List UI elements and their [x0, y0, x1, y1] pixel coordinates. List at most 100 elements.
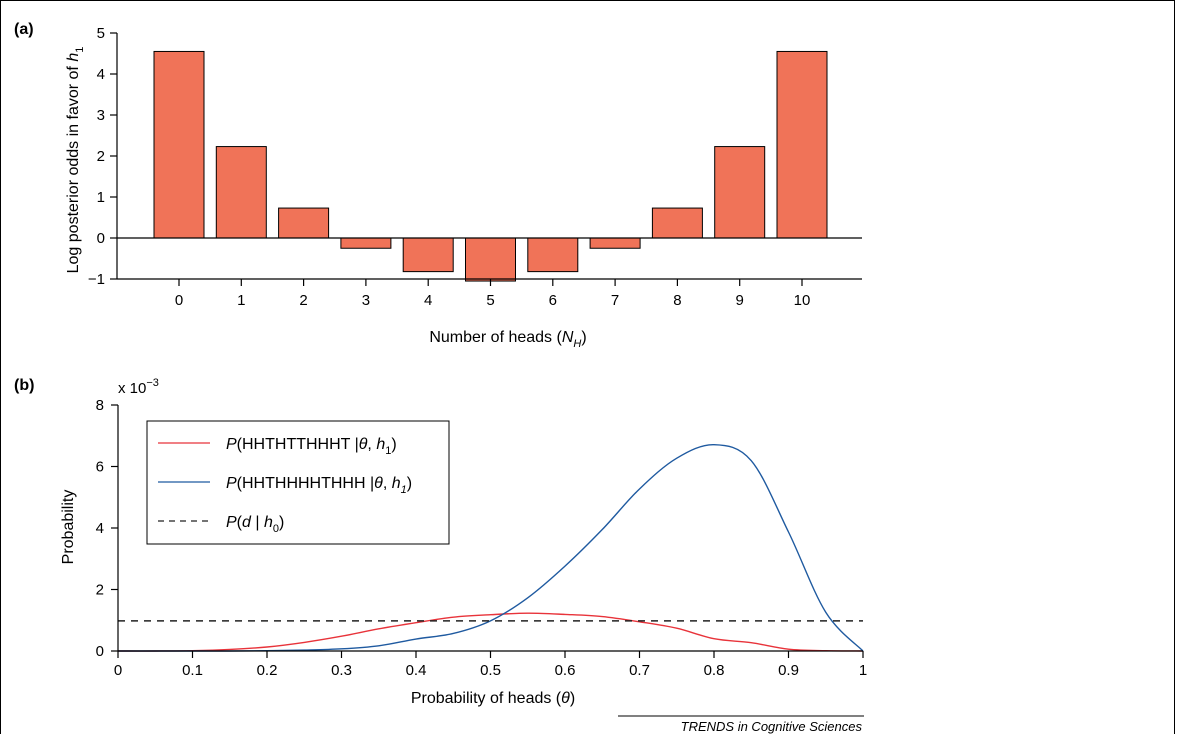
x-tick-label: 0.5: [480, 662, 501, 679]
x-axis-ticks: 0 1 2 3 4 5 6 7 8 9 10: [175, 279, 811, 309]
x-tick-label: 7: [611, 292, 619, 309]
y-scale-note: x 10−3: [118, 377, 159, 397]
y-tick-label: 0: [97, 230, 105, 247]
x-axis-label-italic: θ: [561, 690, 570, 707]
legend-entry-blue: P(HHTHHHHTHHH |θ, h1): [226, 475, 412, 496]
x-tick-label: 0.7: [629, 662, 650, 679]
y-tick-label: 4: [96, 520, 104, 537]
bar-5: [465, 237, 516, 282]
x-tick-label: 5: [486, 292, 494, 309]
legend-red-seq: (HHTHTTHHHT |: [237, 436, 359, 453]
y-tick-label: 6: [96, 459, 104, 476]
y-axis-label-sub: 1: [74, 47, 86, 53]
legend-entry-dashed: P(d | h0): [226, 514, 284, 535]
bar-group: [153, 50, 828, 282]
legend-blue-comma: ,: [383, 475, 392, 492]
curve-hhththhht: [117, 612, 864, 652]
bar-1: [215, 146, 267, 239]
y-scale-base: x 10: [118, 380, 146, 397]
x-tick-label: 6: [549, 292, 557, 309]
x-tick-label: 0.3: [331, 662, 352, 679]
x-tick-label: 1: [859, 662, 867, 679]
y-axis-label-italic: h: [65, 53, 82, 62]
legend: P(HHTHTTHHHT |θ, h1) P(HHTHHHHTHHH |θ, h…: [146, 420, 450, 545]
x-tick-label: 10: [794, 292, 811, 309]
x-tick-label: 0: [114, 662, 122, 679]
x-axis-label-main: Number of heads (: [429, 329, 562, 346]
y-axis-label: Probability: [60, 490, 77, 565]
bar-2: [278, 207, 330, 239]
y-scale-exp: −3: [146, 377, 159, 389]
x-tick-label: 0: [175, 292, 183, 309]
legend-red-comma: ,: [367, 436, 376, 453]
x-tick-label: 0.6: [555, 662, 576, 679]
x-axis-label: Number of heads (NH): [429, 329, 586, 350]
x-tick-label: 0.9: [778, 662, 799, 679]
y-axis-label-main: Log posterior odds in favor of: [65, 62, 82, 274]
x-tick-label: 0.1: [182, 662, 203, 679]
legend-dashed-bar: |: [251, 514, 264, 531]
legend-blue-theta: θ: [374, 475, 383, 492]
x-axis-ticks: 0 0.1 0.2 0.3 0.4 0.5 0.6 0.7 0.8 0.9 1: [114, 651, 867, 679]
legend-dashed-open: (: [237, 514, 243, 531]
bar-chart: −1 0 1 2 3 4 5 0 1 2 3 4 5 6 7 8 9 10 Number of heads (N…: [65, 25, 862, 350]
y-tick-label: 8: [96, 397, 104, 414]
x-tick-label: 9: [736, 292, 744, 309]
panel-a-label: (a): [14, 21, 34, 38]
bar-0: [153, 50, 205, 239]
x-tick-label: 0.4: [406, 662, 427, 679]
legend-dashed-d: d: [242, 514, 252, 531]
x-axis-label-italic: N: [562, 329, 574, 346]
legend-red-sub: 1: [385, 445, 391, 457]
y-axis-ticks: −1 0 1 2 3 4 5: [88, 25, 117, 288]
x-tick-label: 8: [673, 292, 681, 309]
bar-7: [589, 237, 641, 249]
y-tick-label: 3: [97, 107, 105, 124]
legend-red-h: h: [376, 436, 385, 453]
legend-dashed-p: P: [226, 514, 237, 531]
legend-blue-close: ): [407, 475, 412, 492]
bar-9: [714, 146, 766, 239]
legend-dashed-sub: 0: [273, 523, 279, 535]
legend-dashed-close: ): [279, 514, 284, 531]
x-axis-label-main: Probability of heads (: [411, 690, 562, 707]
y-tick-label: 4: [97, 66, 105, 83]
x-tick-label: 0.8: [704, 662, 725, 679]
line-chart: x 10−3 0 2 4 6 8 0 0.1 0.2 0.3 0.4 0.5 0.6 0.7 0.8 0.…: [60, 377, 867, 707]
bar-3: [340, 237, 392, 249]
bar-4: [402, 237, 454, 273]
y-tick-label: 5: [97, 25, 105, 42]
x-tick-label: 2: [299, 292, 307, 309]
legend-blue-seq: (HHTHHHHTHHH |: [237, 475, 374, 492]
journal-footer: TRENDS in Cognitive Sciences: [681, 719, 863, 734]
legend-red-close: ): [391, 436, 396, 453]
x-axis-label-end: ): [570, 690, 575, 707]
y-axis-ticks: 0 2 4 6 8: [96, 397, 118, 660]
x-tick-label: 4: [424, 292, 432, 309]
legend-blue-h: h: [392, 475, 401, 492]
legend-blue-p: P: [226, 475, 237, 492]
x-axis-label-sub: H: [573, 338, 581, 350]
panel-b-label: (b): [14, 377, 34, 394]
x-axis-label-end: ): [581, 329, 586, 346]
legend-red-p: P: [226, 436, 237, 453]
bar-8: [651, 207, 703, 239]
bar-10: [776, 50, 828, 239]
y-tick-label: 1: [97, 189, 105, 206]
y-tick-label: 2: [96, 582, 104, 599]
y-tick-label: 2: [97, 148, 105, 165]
legend-blue-sub: 1: [401, 484, 407, 496]
x-axis-label: Probability of heads (θ): [411, 690, 575, 707]
legend-red-theta: θ: [359, 436, 368, 453]
x-tick-label: 3: [362, 292, 370, 309]
y-axis-label: Log posterior odds in favor of h1: [65, 47, 86, 274]
x-tick-label: 1: [237, 292, 245, 309]
y-tick-label: 0: [96, 643, 104, 660]
legend-entry-red: P(HHTHTTHHHT |θ, h1): [226, 436, 397, 457]
x-tick-label: 0.2: [257, 662, 278, 679]
bar-6: [527, 237, 579, 273]
legend-dashed-h: h: [264, 514, 273, 531]
y-tick-label: −1: [88, 271, 105, 288]
